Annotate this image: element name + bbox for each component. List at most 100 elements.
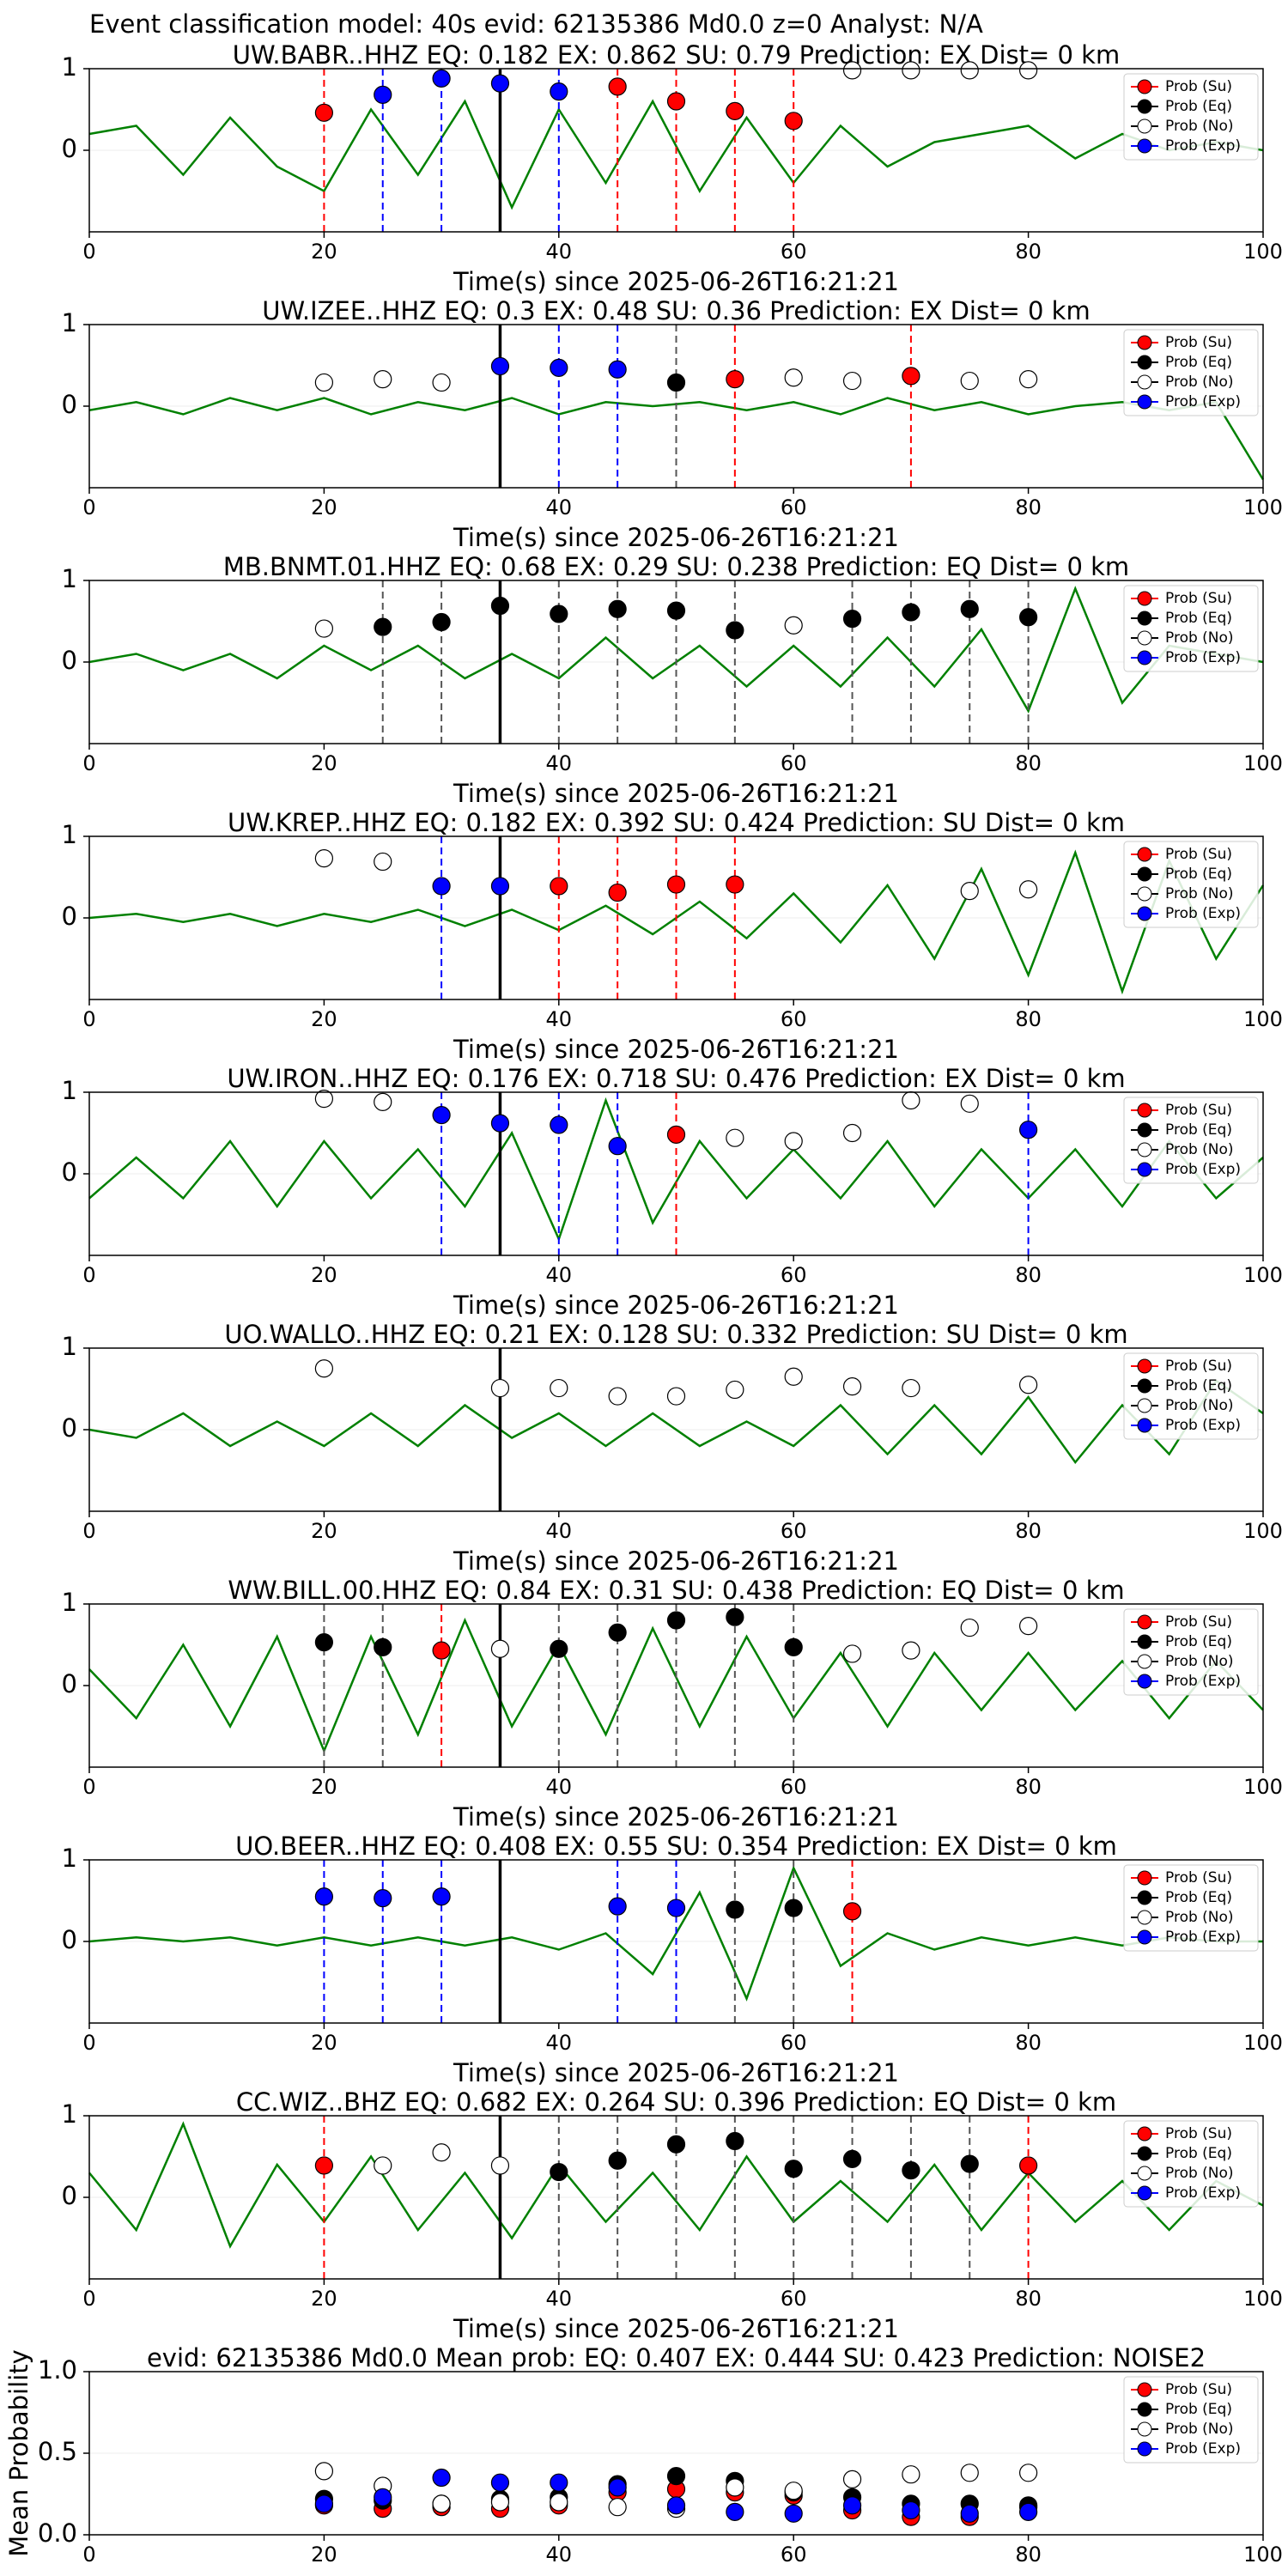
prob-point xyxy=(550,877,568,896)
prob-point xyxy=(726,1900,744,1919)
legend-label: Prob (Su) xyxy=(1165,1358,1232,1375)
prob-point xyxy=(490,596,510,616)
x-tick-label: 40 xyxy=(546,1775,573,1799)
x-tick-label: 60 xyxy=(781,2287,807,2311)
x-tick-label: 80 xyxy=(1015,1263,1042,1287)
y-tick-label: 0 xyxy=(62,902,77,931)
x-tick-label: 20 xyxy=(311,2287,337,2311)
prob-point xyxy=(902,1378,920,1398)
prob-point xyxy=(314,373,333,392)
prob-point xyxy=(726,2478,744,2497)
axes-frame xyxy=(88,2115,1264,2280)
axes-frame xyxy=(88,1859,1264,2024)
prob-point xyxy=(432,1105,451,1125)
x-tick-label: 40 xyxy=(546,2031,573,2055)
x-tick-label: 0 xyxy=(82,2287,95,2311)
prob-point xyxy=(902,2500,920,2520)
prob-point xyxy=(432,612,451,632)
legend-box xyxy=(1123,2376,1259,2464)
x-tick-label: 80 xyxy=(1015,1775,1042,1799)
x-tick-label: 40 xyxy=(546,2287,573,2311)
prob-point xyxy=(842,1123,862,1143)
legend-label: Prob (Exp) xyxy=(1165,1161,1241,1178)
prob-point xyxy=(608,883,627,902)
prob-point xyxy=(314,619,333,638)
panel-title: UW.BABR..HHZ EQ: 0.182 EX: 0.862 SU: 0.7… xyxy=(233,40,1120,70)
prob-point xyxy=(608,1137,627,1156)
y-tick-label: 1 xyxy=(62,2099,77,2129)
panel: UO.BEER..HHZ EQ: 0.408 EX: 0.55 SU: 0.35… xyxy=(62,1832,1283,2087)
prob-point xyxy=(608,2498,627,2517)
x-axis-label: Time(s) since 2025-06-26T16:21:21 xyxy=(453,2314,899,2343)
legend-label: Prob (Exp) xyxy=(1165,649,1241,666)
x-tick-label: 0 xyxy=(82,495,95,519)
legend-marker xyxy=(1137,611,1152,626)
axes-frame xyxy=(88,580,1264,744)
legend-box xyxy=(1123,585,1259,672)
prob-point xyxy=(550,2162,568,2182)
prob-point xyxy=(784,368,803,387)
x-axis-label: Time(s) since 2025-06-26T16:21:21 xyxy=(453,523,899,552)
legend-marker xyxy=(1137,1103,1152,1118)
prob-point xyxy=(960,1618,979,1637)
prob-point xyxy=(784,112,803,131)
legend-marker xyxy=(1137,138,1152,154)
axes-frame xyxy=(88,835,1264,1000)
prob-point xyxy=(550,605,568,623)
y-tick-label: 1 xyxy=(62,1844,77,1873)
prob-point xyxy=(842,2496,862,2515)
y-tick-label: 0 xyxy=(62,1157,77,1187)
legend-marker xyxy=(1137,355,1152,370)
legend-label: Prob (Exp) xyxy=(1165,393,1241,410)
x-tick-label: 0 xyxy=(82,1775,95,1799)
x-tick-label: 60 xyxy=(781,1007,807,1031)
legend-label: Prob (Eq) xyxy=(1165,1889,1232,1906)
prob-point xyxy=(726,1380,744,1400)
legend-label: Prob (Su) xyxy=(1165,78,1232,95)
prob-point xyxy=(550,358,568,377)
x-tick-label: 40 xyxy=(546,1007,573,1031)
x-tick-label: 100 xyxy=(1243,1775,1283,1799)
prob-point xyxy=(374,1889,392,1908)
y-axis-label: Mean Probability xyxy=(4,2349,33,2557)
prob-point xyxy=(314,1633,333,1652)
legend-label: Prob (No) xyxy=(1165,2421,1234,2438)
prob-point xyxy=(432,1887,451,1906)
prob-point xyxy=(666,2135,686,2154)
panel: UW.KREP..HHZ EQ: 0.182 EX: 0.392 SU: 0.4… xyxy=(62,808,1283,1064)
legend-marker xyxy=(1137,630,1152,646)
x-tick-label: 0 xyxy=(82,1263,95,1287)
prob-point xyxy=(666,1125,686,1145)
y-tick-label: 0 xyxy=(62,134,77,163)
prob-point xyxy=(902,603,920,622)
prob-point xyxy=(784,1637,803,1656)
legend-marker xyxy=(1137,650,1152,665)
prob-point xyxy=(550,1378,568,1398)
legend-marker xyxy=(1137,2166,1152,2181)
x-tick-label: 80 xyxy=(1015,2031,1042,2055)
legend-marker xyxy=(1137,2402,1152,2417)
y-tick-label: 1 xyxy=(62,820,77,849)
prob-point xyxy=(490,877,510,896)
prob-point xyxy=(432,2143,451,2162)
panel: CC.WIZ..BHZ EQ: 0.682 EX: 0.264 SU: 0.39… xyxy=(62,2087,1283,2343)
prob-point xyxy=(726,875,744,894)
panel: UO.WALLO..HHZ EQ: 0.21 EX: 0.128 SU: 0.3… xyxy=(62,1320,1283,1576)
panel-title: UO.WALLO..HHZ EQ: 0.21 EX: 0.128 SU: 0.3… xyxy=(224,1320,1127,1349)
legend-marker xyxy=(1137,2421,1152,2437)
prob-point xyxy=(314,103,333,122)
prob-point xyxy=(490,1114,510,1133)
prob-point xyxy=(784,1132,803,1151)
prob-point xyxy=(608,77,627,96)
legend-marker xyxy=(1137,99,1152,114)
prob-point xyxy=(666,601,686,620)
prob-point xyxy=(1018,1617,1038,1636)
prob-point xyxy=(842,1644,862,1663)
x-tick-label: 80 xyxy=(1015,1007,1042,1031)
prob-point xyxy=(902,61,920,80)
legend-marker xyxy=(1137,1634,1152,1649)
axes-frame xyxy=(88,1091,1264,1256)
y-tick-label: 1 xyxy=(62,308,77,337)
